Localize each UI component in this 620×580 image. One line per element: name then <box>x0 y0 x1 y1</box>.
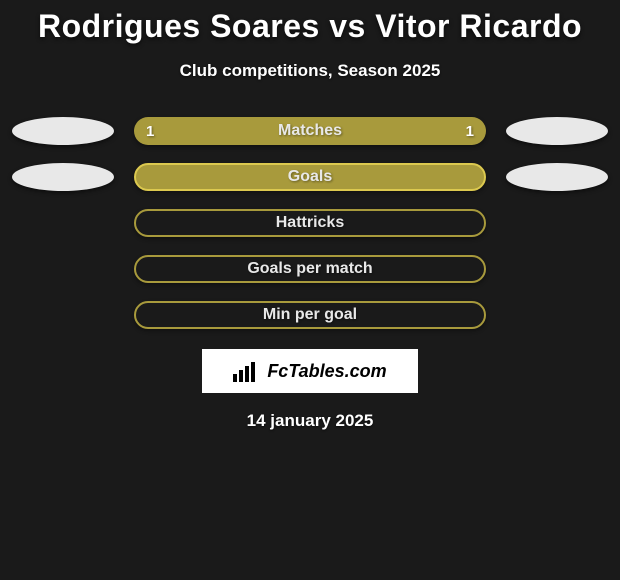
stat-bar: Min per goal <box>134 301 486 329</box>
stat-bar: Hattricks <box>134 209 486 237</box>
player-right-oval <box>506 163 608 191</box>
logo-text: FcTables.com <box>267 361 386 382</box>
stat-label: Goals per match <box>247 260 372 278</box>
stat-bar: 1 Matches 1 <box>134 117 486 145</box>
stat-label: Hattricks <box>276 214 344 232</box>
stat-label: Min per goal <box>263 306 357 324</box>
bar-chart-icon <box>233 360 261 382</box>
stat-row-gpm: Goals per match <box>0 255 620 283</box>
stat-row-matches: 1 Matches 1 <box>0 117 620 145</box>
stat-label: Goals <box>288 168 332 186</box>
oval-spacer <box>12 301 114 329</box>
oval-spacer <box>12 209 114 237</box>
stat-row-mpg: Min per goal <box>0 301 620 329</box>
oval-spacer <box>506 209 608 237</box>
oval-spacer <box>12 255 114 283</box>
logo-box[interactable]: FcTables.com <box>202 349 418 393</box>
stat-bar: Goals per match <box>134 255 486 283</box>
oval-spacer <box>506 255 608 283</box>
player-left-oval <box>12 117 114 145</box>
player-right-oval <box>506 117 608 145</box>
oval-spacer <box>506 301 608 329</box>
stat-left-value: 1 <box>146 123 154 140</box>
comparison-chart: Rodrigues Soares vs Vitor Ricardo Club c… <box>0 0 620 431</box>
stat-row-goals: Goals <box>0 163 620 191</box>
stat-right-value: 1 <box>466 123 474 140</box>
date-label: 14 january 2025 <box>0 411 620 431</box>
player-left-oval <box>12 163 114 191</box>
stat-row-hattricks: Hattricks <box>0 209 620 237</box>
stat-label: Matches <box>278 122 342 140</box>
stat-rows: 1 Matches 1 Goals Hattricks Goals per ma… <box>0 117 620 329</box>
stat-bar: Goals <box>134 163 486 191</box>
subtitle: Club competitions, Season 2025 <box>0 61 620 81</box>
page-title: Rodrigues Soares vs Vitor Ricardo <box>0 8 620 45</box>
